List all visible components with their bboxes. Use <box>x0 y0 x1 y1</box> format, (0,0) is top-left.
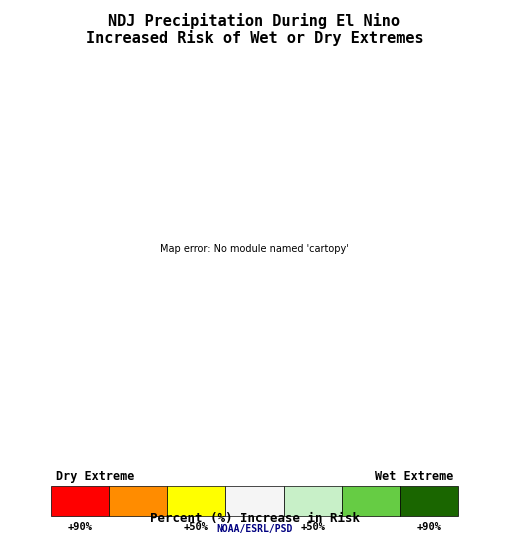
Text: NDJ Precipitation During El Nino: NDJ Precipitation During El Nino <box>108 13 401 30</box>
Text: Wet Extreme: Wet Extreme <box>375 470 453 483</box>
Text: Map error: No module named 'cartopy': Map error: No module named 'cartopy' <box>160 244 349 255</box>
Text: +50%: +50% <box>184 522 209 532</box>
Text: +50%: +50% <box>300 522 325 532</box>
Text: NOAA/ESRL/PSD: NOAA/ESRL/PSD <box>216 524 293 534</box>
Text: Percent (%) Increase in Risk: Percent (%) Increase in Risk <box>150 512 359 525</box>
Text: +90%: +90% <box>68 522 93 532</box>
Text: +90%: +90% <box>416 522 441 532</box>
Text: Dry Extreme: Dry Extreme <box>56 470 134 483</box>
Text: Increased Risk of Wet or Dry Extremes: Increased Risk of Wet or Dry Extremes <box>86 30 423 46</box>
